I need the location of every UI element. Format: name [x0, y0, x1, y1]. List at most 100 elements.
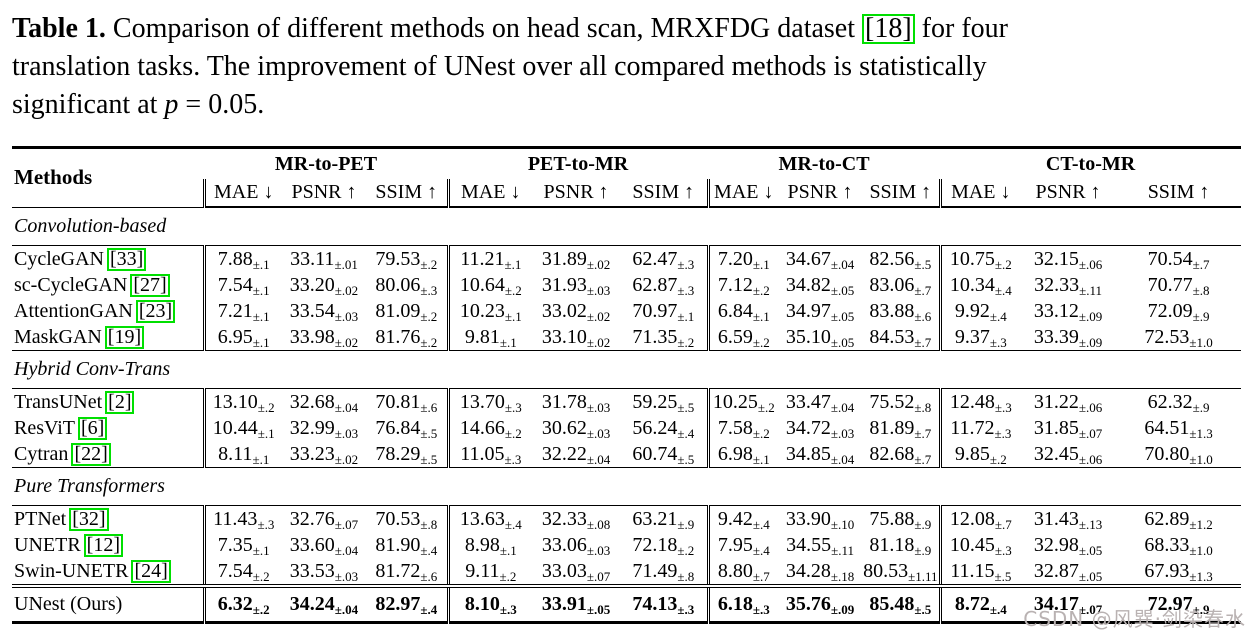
method-cell: AttentionGAN [23]	[12, 298, 204, 324]
metric-value: 83.06	[869, 273, 915, 296]
std-dev: ±.03	[334, 425, 359, 441]
method-name: ResViT	[14, 416, 76, 439]
citation-link[interactable]: [24]	[131, 559, 171, 583]
metric-value: 8.11	[218, 442, 253, 465]
citation-link[interactable]: [19]	[104, 325, 145, 349]
std-dev: ±.4	[989, 602, 1007, 617]
metric-value: 81.18	[869, 533, 915, 556]
value-cell: 70.97±.1	[620, 298, 708, 324]
metric-value: 32.15	[1033, 247, 1079, 270]
value-cell: 8.72±.4	[938, 584, 1021, 624]
citation-link[interactable]: [32]	[69, 507, 109, 531]
metric-value: 33.06	[541, 533, 587, 556]
metric-header: PSNR ↑	[1020, 179, 1117, 208]
std-dev: ±.2	[989, 451, 1007, 467]
metric-value: 9.81	[464, 325, 500, 348]
std-dev: ±.04	[334, 542, 359, 558]
value-cell: 79.53±.2	[366, 246, 448, 273]
metric-value: 8.98	[464, 533, 500, 556]
metric-value: 13.10	[212, 390, 258, 413]
std-dev: ±.05	[830, 282, 855, 298]
std-dev: ±.3	[677, 256, 695, 272]
metric-value: 10.75	[949, 247, 995, 270]
std-dev: ±.09	[830, 602, 855, 617]
value-cell: 63.21±.9	[620, 506, 708, 533]
metric-value: 31.78	[541, 390, 587, 413]
value-cell: 34.85±.04	[778, 441, 862, 468]
std-dev: ±.04	[334, 602, 359, 617]
metric-value: 60.74	[632, 442, 678, 465]
metric-value: 32.22	[541, 442, 587, 465]
std-dev: ±.2	[752, 282, 770, 298]
metric-value: 32.68	[289, 390, 335, 413]
std-dev: ±.18	[830, 568, 855, 584]
method-name: TransUNet	[14, 390, 103, 413]
std-dev: ±.4	[752, 516, 770, 532]
std-dev: ±.05	[586, 602, 611, 617]
citation-link[interactable]: [6]	[78, 416, 108, 440]
std-dev: ±.2	[752, 425, 770, 441]
std-dev: ±1.3	[1189, 568, 1213, 584]
value-cell: 9.85±.2	[938, 441, 1021, 468]
citation-link[interactable]: [2]	[105, 390, 135, 414]
std-dev: ±.6	[420, 399, 438, 415]
section-title: Hybrid Conv-Trans	[12, 350, 1242, 389]
table-row: Cytran [22] 8.11±.1 33.23±.02 78.29±.5 11.05±…	[12, 441, 1241, 468]
metric-value: 62.87	[632, 273, 678, 296]
citation-link[interactable]: [33]	[106, 247, 147, 271]
method-cell: CycleGAN [33]	[12, 246, 204, 273]
metric-value: 85.48	[869, 593, 915, 615]
std-dev: ±.01	[334, 256, 358, 272]
metric-value: 33.02	[541, 299, 587, 322]
metric-value: 33.98	[289, 325, 335, 348]
std-dev: ±.2	[757, 399, 775, 415]
value-cell: 31.22±.06	[1020, 389, 1116, 416]
citation-link[interactable]: [23]	[135, 299, 176, 323]
caption-text-4: significant at	[12, 89, 158, 120]
std-dev: ±.1	[252, 542, 270, 558]
table-row: ResViT [6] 10.44±.1 32.99±.03 76.84±.5 14.66±…	[12, 415, 1241, 441]
metric-value: 12.48	[949, 390, 995, 413]
value-cell: 34.55±.11	[778, 532, 862, 558]
std-dev: ±.1	[252, 451, 270, 467]
metric-value: 31.43	[1033, 507, 1079, 530]
metric-value: 34.17	[1033, 593, 1079, 615]
value-cell: 8.11±.1	[202, 441, 282, 468]
std-dev: ±.3	[677, 602, 695, 617]
metric-header: SSIM ↑	[862, 179, 941, 208]
value-cell: 33.60±.04	[282, 532, 366, 558]
value-cell: 34.82±.05	[778, 272, 862, 298]
value-cell: 32.68±.04	[282, 389, 366, 416]
metric-value: 10.25	[712, 390, 758, 413]
citation-link-18[interactable]: [18]	[862, 14, 915, 44]
value-cell: 72.09±.9	[1116, 298, 1241, 324]
metric-value: 10.64	[459, 273, 505, 296]
std-dev: ±.2	[420, 308, 438, 324]
value-cell: 62.87±.3	[620, 272, 708, 298]
value-cell: 10.75±.2	[938, 245, 1021, 272]
metric-header: MAE ↓	[446, 179, 533, 208]
metric-value: 32.33	[541, 507, 587, 530]
metric-value: 7.88	[217, 247, 253, 270]
std-dev: ±.1	[752, 256, 770, 272]
metric-value: 10.34	[949, 273, 995, 296]
metric-value: 81.89	[869, 416, 915, 439]
std-dev: ±.2	[994, 256, 1012, 272]
table-row: TransUNet [2] 13.10±.2 32.68±.04 70.81±.6 13.…	[12, 388, 1241, 416]
citation-link[interactable]: [22]	[71, 442, 111, 466]
value-cell: 6.95±.1	[202, 324, 282, 351]
std-dev: ±.11	[831, 542, 854, 558]
value-cell: 33.53±.03	[282, 558, 366, 586]
citation-link[interactable]: [12]	[83, 533, 123, 557]
std-dev: ±.4	[994, 282, 1012, 298]
metric-header: PSNR ↑	[778, 179, 863, 208]
std-dev: ±.8	[1192, 282, 1210, 298]
std-dev: ±.2	[677, 334, 695, 350]
std-dev: ±.7	[914, 282, 932, 298]
value-cell: 62.32±.9	[1116, 389, 1241, 416]
std-dev: ±.2	[420, 256, 438, 272]
value-cell: 33.98±.02	[282, 324, 366, 351]
citation-link[interactable]: [27]	[130, 273, 170, 297]
value-cell: 10.64±.2	[446, 272, 533, 298]
